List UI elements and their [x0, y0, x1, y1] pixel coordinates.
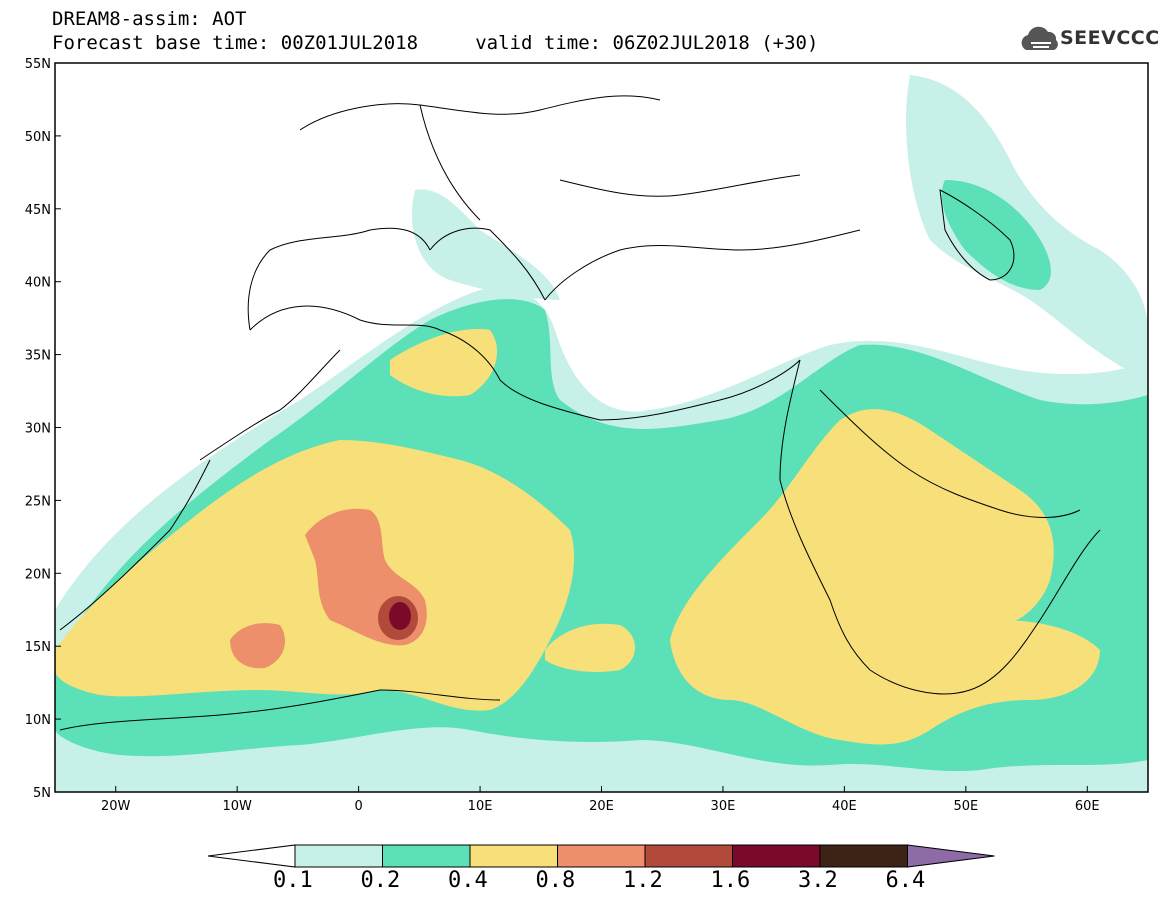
- colorbar-label: 0.1: [273, 868, 313, 893]
- lat-label-25N: 25N: [25, 494, 51, 509]
- colorbar-swatch: [382, 844, 471, 868]
- colorbar-min-arrow: [207, 844, 296, 868]
- colorbar: [207, 844, 995, 868]
- aot-band-0.4-east: [670, 409, 1100, 745]
- colorbar-label: 6.4: [885, 868, 926, 893]
- colorbar-label: 0.4: [448, 868, 488, 893]
- lon-label-10E: 10E: [468, 799, 493, 814]
- colorbar-label: 0.2: [360, 868, 401, 893]
- lat-label-50N: 50N: [25, 130, 51, 145]
- colorbar-swatch: [732, 844, 821, 868]
- aot-band-0.8-mali: [230, 623, 285, 669]
- longitude-labels: 20W 10W 0 10E 20E 30E 40E 50E 60E: [101, 786, 1100, 814]
- coastlines: [59, 95, 1101, 731]
- lon-label-20W: 20W: [101, 799, 131, 814]
- lat-label-5N: 5N: [33, 786, 51, 801]
- lon-label-50E: 50E: [953, 799, 978, 814]
- lat-label-15N: 15N: [25, 640, 51, 655]
- aot-band-0.2-caspian: [941, 180, 1051, 290]
- chart-subtitle: Forecast base time: 00Z01JUL2018 valid t…: [52, 32, 819, 54]
- colorbar-swatch: [644, 844, 733, 868]
- lon-label-30E: 30E: [711, 799, 736, 814]
- colorbar-label: 1.6: [710, 868, 751, 893]
- cloud-icon: [1021, 26, 1058, 50]
- lon-label-40E: 40E: [832, 799, 857, 814]
- lon-label-0: 0: [354, 799, 362, 814]
- colorbar-label: 3.2: [798, 868, 838, 893]
- lon-label-60E: 60E: [1075, 799, 1100, 814]
- lat-label-30N: 30N: [25, 422, 51, 437]
- aot-band-0.1-italy: [411, 189, 560, 300]
- colorbar-max-arrow: [907, 844, 995, 868]
- lat-label-35N: 35N: [25, 349, 51, 364]
- aot-band-0.4-west: [55, 440, 575, 711]
- lat-label-45N: 45N: [25, 203, 51, 218]
- chart-title: DREAM8-assim: AOT: [52, 8, 247, 30]
- aot-fields: [55, 75, 1148, 792]
- logo-text: SEEVCCC: [1060, 27, 1160, 49]
- lat-label-55N: 55N: [25, 57, 51, 72]
- aot-band-1.6: [389, 602, 411, 630]
- colorbar-swatch: [557, 844, 646, 868]
- lat-label-10N: 10N: [25, 713, 51, 728]
- aot-band-0.4-chad: [545, 623, 635, 672]
- colorbar-swatch: [819, 844, 908, 868]
- lon-label-20E: 20E: [589, 799, 614, 814]
- lat-label-20N: 20N: [25, 567, 51, 582]
- colorbar-label: 1.2: [623, 868, 663, 893]
- colorbar-swatch: [294, 844, 383, 868]
- lon-label-10W: 10W: [222, 799, 252, 814]
- latitude-labels: 55N 50N 45N 40N 35N 30N 25N 20N 15N 10N 5N: [25, 57, 61, 801]
- colorbar-swatch: [469, 844, 558, 868]
- lat-label-40N: 40N: [25, 276, 51, 291]
- colorbar-label: 0.8: [535, 868, 576, 893]
